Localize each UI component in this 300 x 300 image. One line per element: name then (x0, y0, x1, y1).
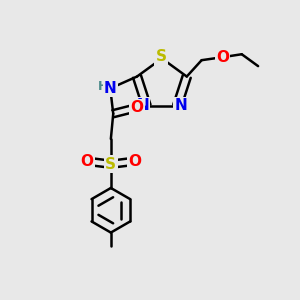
Text: N: N (175, 98, 188, 113)
Text: S: S (105, 157, 116, 172)
Text: H: H (98, 80, 108, 92)
Text: O: O (128, 154, 141, 169)
Text: S: S (155, 50, 167, 64)
Text: N: N (136, 98, 149, 113)
Text: O: O (216, 50, 229, 65)
Text: O: O (130, 100, 143, 115)
Text: O: O (81, 154, 94, 169)
Text: N: N (104, 81, 117, 96)
